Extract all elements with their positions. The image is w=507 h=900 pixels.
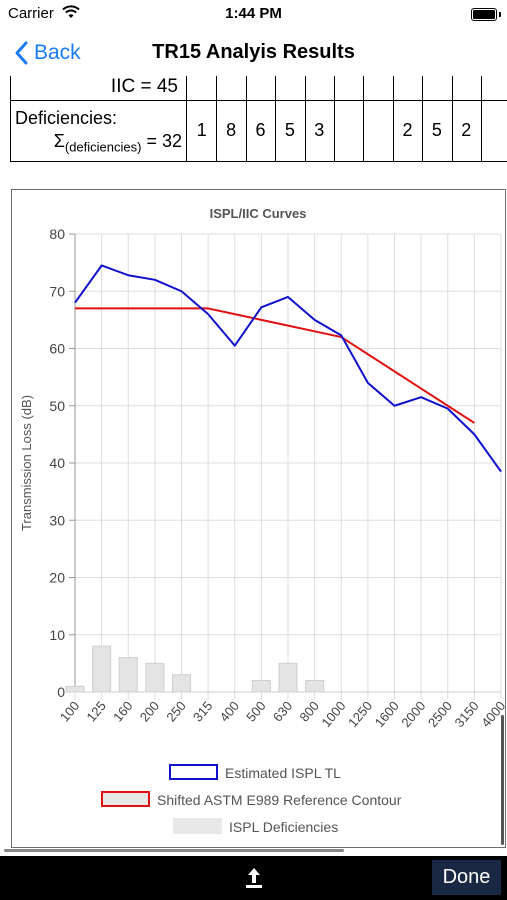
y-tick-label: 50 [49,398,65,414]
navigation-bar: Back TR15 Analyis Results [0,28,507,76]
iic-label-cell: IIC = 45 [11,76,187,100]
deficiency-cell [481,100,507,161]
y-tick-label: 60 [49,341,65,357]
carrier-label: Carrier [8,5,54,22]
battery-icon [471,8,497,21]
deficiency-cell: 5 [422,100,453,161]
x-tick-label: 315 [190,698,215,724]
x-tick-label: 1250 [345,698,375,730]
y-tick-label: 0 [57,684,65,700]
done-button[interactable]: Done [432,860,501,895]
deficiencies-label: Deficiencies: [15,108,118,128]
wifi-icon [62,5,80,23]
deficiency-bar [65,685,85,693]
x-tick-label: 2000 [398,698,428,730]
deficiency-bar [118,657,138,693]
legend-swatch [173,818,222,834]
horizontal-scroll-indicator[interactable] [4,849,344,852]
x-tick-label: 200 [137,698,162,724]
y-tick-label: 20 [49,570,65,586]
deficiency-cell: 2 [452,100,482,161]
iic-cell [422,76,453,100]
iic-cell [452,76,482,100]
iic-cell [393,76,424,100]
sum-subscript: (deficiencies) [64,140,142,155]
legend-swatch [169,764,218,780]
x-tick-label: 400 [217,698,242,724]
deficiency-bar [251,680,271,693]
iic-cell [363,76,394,100]
battery-tip [499,12,501,17]
iic-cell [246,76,277,100]
x-tick-label: 250 [163,698,188,724]
iic-cell [305,76,335,100]
deficiency-bar [171,674,192,693]
iic-row: IIC = 45 [10,76,507,101]
deficiencies-sum: Σ(deficiencies) = 32 [54,131,182,155]
deficiency-bar [145,662,165,693]
page-title: TR15 Analyis Results [152,41,355,63]
deficiency-bar [305,680,325,693]
legend-swatch [101,791,150,807]
deficiency-cell: 8 [216,100,247,161]
deficiencies-label-cell: Deficiencies: Σ(deficiencies) = 32 [11,100,187,161]
y-tick-label: 80 [49,226,65,242]
iic-label: IIC = 45 [110,76,178,97]
ispl-iic-chart: ISPL/IIC Curves Transmission Loss (dB) 0 10… [11,189,506,848]
y-tick-label: 70 [49,283,65,299]
deficiency-cell: 3 [305,100,335,161]
sum-value: = 32 [141,131,182,152]
x-tick-label: 2500 [425,698,455,730]
status-bar: Carrier 1:44 PM [0,0,507,28]
y-axis-label: Transmission Loss (dB) [19,395,34,531]
iic-cell [187,76,218,100]
iic-cell [334,76,365,100]
legend-label: Estimated ISPL TL [225,765,341,781]
status-time: 1:44 PM [225,5,282,22]
x-tick-label: 630 [270,698,295,724]
x-tick-label: 100 [57,698,82,724]
sum-symbol: Σ [53,131,65,152]
series-estimated-ispl-tl [74,264,502,473]
x-tick-label: 500 [243,698,268,724]
iic-cell [275,76,306,100]
x-tick-label: 3150 [452,698,482,730]
deficiency-cell: 6 [246,100,277,161]
iic-cell [216,76,247,100]
bottom-toolbar: Done [0,856,507,900]
deficiency-cell [363,100,394,161]
deficiency-bar [278,662,298,693]
results-table: IIC = 45 Deficiencies: Σ(deficiencies) =… [0,76,507,166]
back-label: Back [34,41,81,64]
legend-label: Shifted ASTM E989 Reference Contour [157,792,402,808]
chevron-left-icon [15,41,28,65]
share-icon [246,868,262,888]
chart-title: ISPL/IIC Curves [210,206,307,221]
y-tick-label: 40 [49,455,65,471]
x-tick-label: 1000 [318,698,348,730]
back-button[interactable]: Back [14,38,81,68]
y-tick-label: 30 [49,512,65,528]
share-button[interactable] [240,864,268,892]
legend-label: ISPL Deficiencies [229,819,338,835]
deficiency-cell [334,100,365,161]
deficiency-cell: 2 [393,100,424,161]
deficiency-bar [92,645,112,693]
x-tick-label: 160 [110,698,135,724]
x-tick-label: 125 [83,698,108,724]
deficiency-cell: 1 [187,100,218,161]
vertical-scroll-indicator[interactable] [501,715,504,845]
series-reference-contour [75,307,475,424]
deficiency-cell: 5 [275,100,306,161]
iic-cell [481,76,507,100]
y-tick-label: 10 [49,627,65,643]
x-tick-label: 1600 [372,698,402,730]
